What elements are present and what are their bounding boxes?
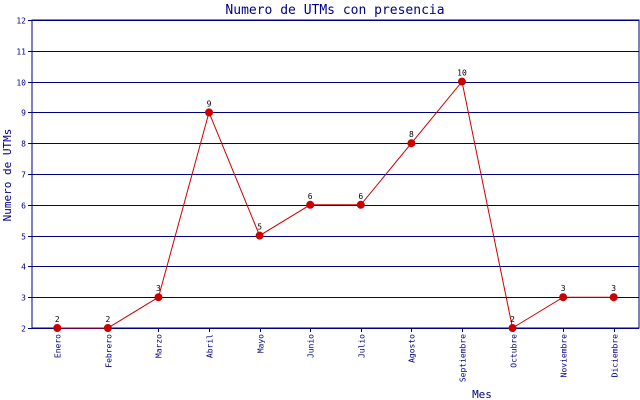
y-axis-title: Numero de UTMs: [1, 129, 14, 222]
x-tick-label: Abril: [206, 334, 215, 358]
data-point: [53, 324, 62, 332]
data-point: [103, 324, 112, 332]
y-tick-label: 9: [21, 109, 26, 118]
x-tick-label: Julio: [358, 334, 367, 358]
y-tick-label: 3: [21, 294, 26, 303]
y-tick-label: 10: [16, 79, 26, 88]
data-label: 2: [510, 315, 515, 324]
x-tick-label: Enero: [54, 334, 63, 358]
data-label: 2: [105, 315, 110, 324]
data-label: 10: [457, 69, 467, 78]
data-label: 2: [55, 315, 60, 324]
data-point: [306, 200, 315, 209]
x-tick-label: Diciembre: [611, 334, 620, 378]
data-point: [457, 77, 466, 86]
data-point: [154, 293, 163, 302]
chart-title: Numero de UTMs con presencia: [225, 3, 444, 18]
data-label: 8: [409, 130, 414, 139]
y-tick-label: 11: [16, 48, 26, 57]
data-label: 3: [156, 284, 161, 293]
data-label: 6: [308, 192, 313, 201]
x-tick-label: Octubre: [510, 334, 519, 368]
x-tick-label: Noviembre: [560, 334, 569, 378]
data-label: 5: [257, 223, 262, 232]
x-tick-label: Septiembre: [459, 334, 468, 382]
data-point: [255, 231, 264, 240]
x-tick-label: Junio: [307, 334, 316, 358]
data-label: 6: [358, 192, 363, 201]
data-point: [508, 324, 517, 332]
y-tick-label: 8: [21, 140, 26, 149]
data-label: 3: [611, 284, 616, 293]
y-tick-label: 7: [21, 171, 26, 180]
data-point: [407, 139, 416, 148]
x-tick-label: Febrero: [105, 334, 114, 368]
data-point: [559, 293, 568, 302]
data-label: 3: [561, 284, 566, 293]
grid-layer: [31, 19, 640, 329]
data-point: [609, 293, 618, 302]
x-tick-label: Mayo: [257, 334, 266, 353]
axis-layer: 2 3 4 5 6 7 8 9 10 11 12 Enero Febrero Marzo Abril Mayo…: [16, 17, 619, 383]
x-axis-title: Mes: [472, 388, 492, 400]
x-tick-label: Agosto: [408, 334, 417, 363]
y-tick-label: 4: [21, 263, 26, 272]
data-point: [356, 200, 365, 209]
x-tick-label: Marzo: [155, 334, 164, 358]
y-tick-label: 6: [21, 202, 26, 211]
y-tick-label: 5: [21, 233, 26, 242]
series-line: [57, 80, 614, 329]
y-tick-label: 12: [16, 17, 26, 26]
data-label: 9: [207, 99, 212, 108]
data-point: [205, 108, 214, 117]
series-layer: 2 2 3 9 5 6 6 8 10 2 3 3: [53, 69, 618, 332]
y-tick-label: 2: [21, 325, 26, 334]
